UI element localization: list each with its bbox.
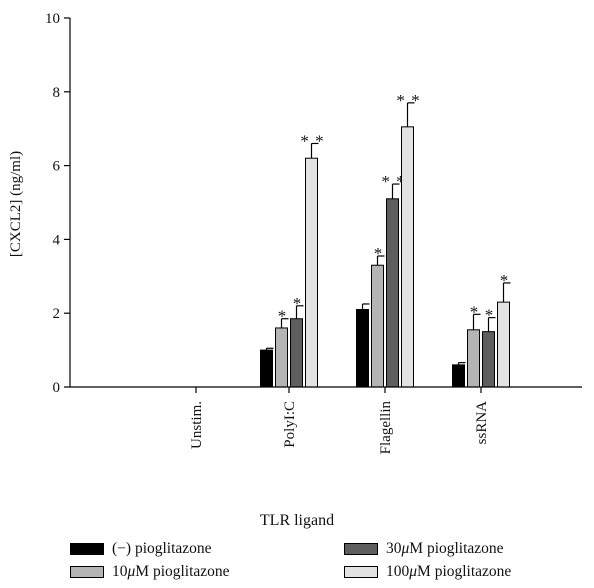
- y-tick-label: 8: [53, 85, 61, 101]
- legend-label-num: 30: [386, 540, 402, 557]
- legend-swatch: [70, 543, 104, 555]
- y-axis-label: [CXCL2] (ng/ml): [8, 151, 24, 257]
- legend-item-neg: (−) pioglitazone: [70, 540, 212, 558]
- legend-label-rest: M pioglitazone: [417, 563, 512, 580]
- x-tick-label: Unstim.: [189, 401, 205, 449]
- legend-swatch: [344, 543, 378, 555]
- significance-marker: *: [485, 306, 495, 325]
- legend-label-num: 10: [112, 563, 128, 580]
- significance-marker: *: [470, 302, 480, 321]
- bar: [386, 198, 399, 388]
- bar: [401, 126, 414, 388]
- significance-marker: *: [374, 244, 384, 263]
- bar: [452, 364, 465, 388]
- legend-label-mu: μ: [409, 563, 418, 580]
- legend-swatch: [344, 566, 378, 578]
- bar: [305, 157, 318, 388]
- significance-marker: * *: [381, 172, 405, 191]
- x-tick-label: ssRNA: [474, 401, 490, 445]
- x-tick-label: Flagellin: [378, 401, 394, 455]
- significance-marker: * *: [300, 131, 324, 150]
- legend-swatch: [70, 566, 104, 578]
- y-tick-label: 0: [53, 380, 61, 396]
- bar-chart: * * * * * * * * * * * * 0 2 4 6 8 10 Unstim. PolyI:C Fla…: [8, 11, 582, 455]
- legend-label: (−) pioglitazone: [112, 540, 212, 557]
- bar: [371, 264, 384, 388]
- significance-marker: *: [293, 294, 303, 313]
- legend-label-rest: M pioglitazone: [409, 540, 504, 557]
- y-tick-label: 6: [53, 159, 61, 175]
- legend-label-mu: μ: [127, 563, 136, 580]
- x-tick-label: PolyI:C: [282, 401, 298, 448]
- y-tick-label: 4: [53, 232, 61, 248]
- bar: [467, 329, 480, 388]
- legend-label-num: 100: [386, 563, 410, 580]
- legend-label-mu: μ: [401, 540, 410, 557]
- legend-label-rest: M pioglitazone: [135, 563, 230, 580]
- significance-marker: *: [500, 271, 510, 290]
- significance-marker: *: [278, 307, 288, 326]
- y-tick-label: 2: [53, 306, 61, 322]
- bar: [260, 349, 273, 388]
- bar: [356, 309, 369, 388]
- bar: [290, 318, 303, 388]
- bar: [275, 327, 288, 388]
- y-tick-label: 10: [45, 11, 60, 27]
- bar: [482, 331, 495, 388]
- significance-marker: * *: [396, 91, 420, 110]
- x-axis-label: TLR ligand: [259, 512, 335, 529]
- bar: [497, 301, 510, 388]
